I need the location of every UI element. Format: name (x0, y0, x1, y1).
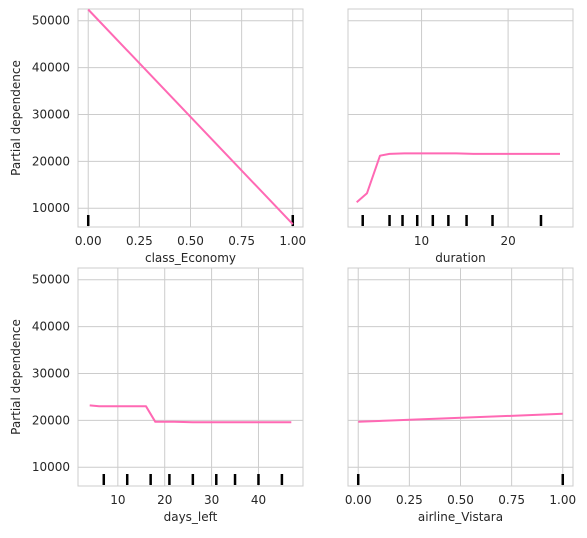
partial-dependence-line (89, 404, 292, 424)
x-tick-label: 20 (500, 234, 515, 248)
y-tick-label: 50000 (32, 14, 70, 28)
subplot-duration: 10 20 duration (347, 8, 574, 265)
x-tick-label: 10 (110, 493, 125, 507)
x-tick-label: 0.00 (345, 493, 372, 507)
x-axis-label: days_left (164, 510, 218, 524)
y-tick-label: 20000 (32, 413, 70, 427)
y-tick-label: 30000 (32, 366, 70, 380)
partial-dependence-line (358, 412, 563, 423)
x-axis-label: duration (435, 251, 486, 265)
y-tick-label: 30000 (32, 107, 70, 121)
x-tick-label: 0.75 (498, 493, 525, 507)
y-tick-label: 10000 (32, 460, 70, 474)
x-axis-label: class_Economy (145, 251, 236, 265)
y-axis-label: Partial dependence (9, 60, 23, 176)
x-tick-label: 30 (204, 493, 219, 507)
y-axis-label: Partial dependence (9, 319, 23, 435)
subplot-class-economy: 0.00 0.25 0.50 0.75 1.00 10000 20000 30000 40000… (9, 8, 306, 265)
x-tick-label: 0.25 (126, 234, 153, 248)
y-tick-label: 50000 (32, 273, 70, 287)
x-tick-label: 0.50 (447, 493, 474, 507)
plot-frame (347, 267, 574, 487)
plot-frame (77, 8, 304, 228)
plot-frame (77, 267, 304, 487)
x-tick-label: 0.75 (228, 234, 255, 248)
partial-dependence-line (356, 152, 560, 203)
y-tick-label: 20000 (32, 154, 70, 168)
y-tick-label: 40000 (32, 320, 70, 334)
y-tick-label: 10000 (32, 201, 70, 215)
x-tick-label: 1.00 (279, 234, 306, 248)
plot-frame (347, 8, 574, 228)
subplot-airline-vistara: 0.00 0.25 0.50 0.75 1.00 airline_Vistara (345, 267, 576, 524)
x-tick-label: 0.25 (396, 493, 423, 507)
subplot-days-left: 10 20 30 40 10000 20000 30000 40000 50000 days_le… (9, 267, 304, 524)
x-axis-label: airline_Vistara (418, 510, 503, 524)
x-tick-label: 0.50 (177, 234, 204, 248)
x-tick-label: 10 (414, 234, 429, 248)
x-tick-label: 20 (157, 493, 172, 507)
x-tick-label: 0.00 (75, 234, 102, 248)
x-tick-label: 1.00 (549, 493, 576, 507)
y-tick-label: 40000 (32, 61, 70, 75)
partial-dependence-line (87, 8, 294, 225)
x-tick-label: 40 (251, 493, 266, 507)
